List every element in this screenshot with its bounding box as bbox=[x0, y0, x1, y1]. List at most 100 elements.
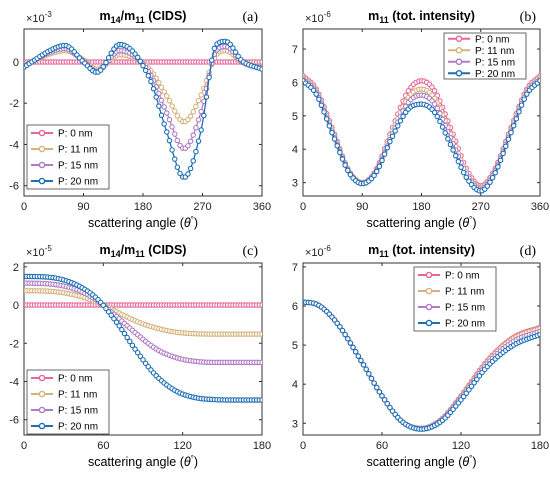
data-point bbox=[108, 312, 115, 319]
data-point bbox=[321, 109, 327, 115]
x-tick-label: 120 bbox=[452, 440, 470, 452]
data-point bbox=[195, 138, 202, 144]
data-point bbox=[474, 376, 480, 383]
data-point bbox=[150, 86, 157, 92]
x-tick-label: 60 bbox=[376, 440, 388, 452]
data-point bbox=[127, 338, 133, 345]
legend-label: P: 20 nm bbox=[58, 177, 98, 188]
data-point bbox=[132, 346, 138, 352]
data-point bbox=[111, 315, 117, 322]
data-point bbox=[211, 45, 218, 52]
data-point bbox=[156, 79, 162, 86]
y-tick-label: 7 bbox=[292, 44, 298, 56]
data-point bbox=[124, 334, 130, 341]
data-point bbox=[342, 331, 348, 338]
data-point bbox=[524, 91, 530, 97]
series-3 bbox=[303, 78, 540, 194]
plot-area bbox=[24, 273, 262, 403]
data-point bbox=[164, 93, 170, 99]
data-point bbox=[455, 158, 462, 165]
data-point bbox=[381, 397, 388, 403]
data-point bbox=[384, 145, 391, 151]
data-point bbox=[105, 55, 112, 61]
legend-label: P: 15 nm bbox=[58, 161, 98, 172]
legend: P: 0 nmP: 11 nmP: 15 nmP: 20 nm bbox=[443, 32, 527, 80]
data-point bbox=[513, 115, 520, 122]
x-tick-label: 180 bbox=[253, 440, 271, 452]
y-tick-label: 5 bbox=[292, 340, 298, 352]
data-point bbox=[185, 116, 191, 123]
y-tick-label: -4 bbox=[9, 139, 19, 151]
data-point bbox=[195, 97, 202, 104]
data-point bbox=[323, 116, 330, 122]
x-tick-label: 270 bbox=[193, 201, 211, 213]
data-point bbox=[108, 50, 115, 56]
x-tick-label: 270 bbox=[472, 201, 490, 213]
data-point bbox=[169, 124, 175, 130]
legend-label: P: 20 nm bbox=[58, 422, 98, 433]
data-point bbox=[363, 366, 369, 373]
data-point bbox=[259, 302, 262, 308]
y-multiplier: ×10-5 bbox=[26, 244, 52, 259]
panel-1: 0 90 180 270 360 3 4 5 6 7 ×10-6 m11 (tot. intensit… bbox=[292, 9, 549, 230]
y-multiplier: ×10-6 bbox=[305, 244, 331, 259]
legend-label: P: 11 nm bbox=[58, 390, 97, 401]
data-point bbox=[466, 387, 472, 393]
data-point bbox=[103, 59, 109, 66]
x-tick-label: 120 bbox=[173, 440, 191, 452]
data-point bbox=[177, 170, 183, 177]
legend-swatch-marker bbox=[38, 406, 46, 414]
legend-label: P: 20 nm bbox=[445, 319, 485, 330]
data-point bbox=[503, 143, 509, 149]
x-tick-label: 360 bbox=[253, 201, 271, 213]
data-point bbox=[171, 156, 178, 162]
legend-swatch-marker bbox=[425, 303, 433, 311]
chart-title: m11 (tot. intensity) bbox=[368, 243, 475, 259]
data-point bbox=[434, 105, 441, 112]
y-tick-label: 2 bbox=[13, 262, 19, 274]
data-point bbox=[439, 124, 446, 130]
legend-swatch-marker bbox=[38, 374, 46, 382]
x-tick-label: 0 bbox=[300, 201, 306, 213]
data-point bbox=[497, 157, 504, 164]
data-point bbox=[259, 66, 262, 72]
y-tick-label: 0 bbox=[13, 57, 19, 69]
data-point bbox=[310, 87, 317, 94]
legend-swatch-marker bbox=[425, 287, 433, 295]
data-point bbox=[206, 74, 212, 81]
y-tick-label: 4 bbox=[292, 144, 298, 156]
data-point bbox=[379, 393, 385, 399]
data-point bbox=[145, 72, 152, 79]
data-point bbox=[137, 353, 144, 360]
data-point bbox=[140, 62, 146, 69]
data-point bbox=[201, 112, 207, 119]
data-point bbox=[187, 165, 194, 172]
data-point bbox=[337, 149, 343, 156]
data-point bbox=[387, 404, 393, 411]
y-multiplier: ×10-3 bbox=[26, 10, 52, 25]
data-point bbox=[505, 136, 512, 142]
data-point bbox=[148, 78, 154, 85]
data-point bbox=[452, 153, 459, 159]
series-3 bbox=[24, 273, 262, 403]
x-tick-label: 90 bbox=[356, 201, 368, 213]
plot-area bbox=[24, 38, 262, 180]
data-point bbox=[227, 41, 234, 48]
data-point bbox=[193, 125, 199, 131]
data-point bbox=[185, 171, 191, 177]
panel-tag: (d) bbox=[520, 244, 537, 259]
data-point bbox=[352, 349, 359, 355]
y-tick-label: 6 bbox=[292, 301, 298, 313]
panel-0: 0 90 180 270 360 -6 -4 -2 0 ×10-3 m14/m11 (CIDS) (a… bbox=[9, 9, 271, 230]
legend-swatch-marker bbox=[455, 58, 463, 66]
data-point bbox=[345, 335, 351, 342]
data-point bbox=[458, 164, 464, 171]
data-point bbox=[164, 129, 170, 135]
x-axis-label: scattering angle (θ°) bbox=[88, 454, 198, 469]
legend-label: P: 15 nm bbox=[58, 406, 98, 417]
data-point bbox=[442, 130, 448, 136]
legend-label: P: 0 nm bbox=[58, 129, 92, 140]
legend-label: P: 15 nm bbox=[445, 303, 485, 314]
data-point bbox=[232, 49, 239, 55]
legend-swatch-marker bbox=[38, 390, 46, 398]
